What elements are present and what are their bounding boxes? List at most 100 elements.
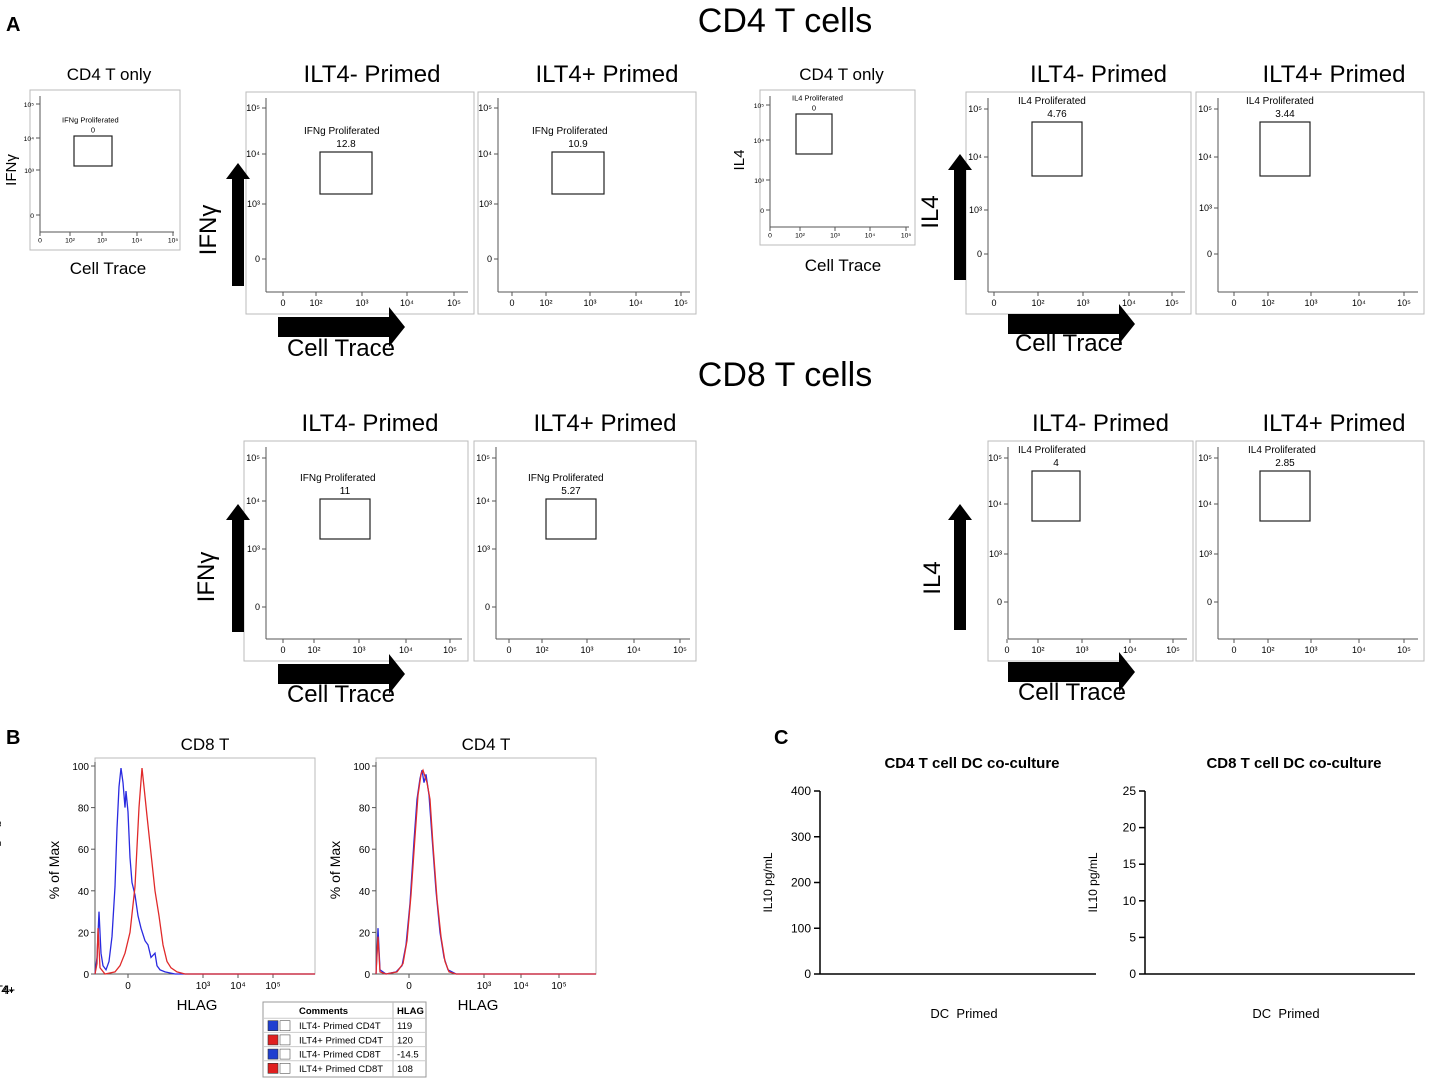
- y-tick-label: 20: [1123, 821, 1137, 835]
- y-tick-label: 10³: [969, 205, 982, 215]
- legend-row-label: ILT4+ Primed CD8T: [299, 1064, 383, 1075]
- gate-label: IL4 Proliferated: [792, 94, 843, 103]
- x-tick-label: 10⁵: [551, 981, 566, 992]
- y-tick-label: 25: [1123, 784, 1137, 798]
- hist-series-line: [94, 768, 315, 975]
- legend-header: HLAG: [397, 1006, 424, 1017]
- x-axis-arrow: [278, 654, 405, 694]
- gate-box: [319, 498, 371, 540]
- x-axis-label: HLAG: [177, 997, 218, 1014]
- gate-label: IL4 Proliferated: [1018, 96, 1086, 107]
- x-tick-label: 10²: [307, 645, 320, 655]
- x-tick-label: 10⁴: [1122, 298, 1136, 308]
- hist-series-line: [94, 768, 315, 975]
- gate-value: 11: [340, 486, 351, 497]
- panel-label-a: A: [6, 14, 20, 36]
- y-axis-label: IFNγ: [195, 205, 222, 256]
- plot-title: ILT4+ Primed: [534, 410, 677, 437]
- x-axis-label: Cell Trace: [1018, 679, 1126, 706]
- y-tick-label: 0: [997, 597, 1002, 607]
- y-axis-label: IFNγ: [3, 154, 20, 186]
- plot-frame: [987, 440, 1194, 662]
- hist-series-line: [375, 768, 596, 975]
- y-tick-label: 10⁵: [478, 103, 492, 113]
- y-tick-label: 10³: [1199, 203, 1212, 213]
- y-tick-label: 0: [255, 602, 260, 612]
- y-axis-label: % of Max: [327, 841, 343, 899]
- bar-title: CD8 T cell DC co-culture: [1206, 755, 1381, 772]
- x-axis-arrow: [1008, 652, 1135, 692]
- plot-title: CD4 T only: [799, 65, 884, 84]
- x-tick-label: 0: [768, 233, 772, 240]
- legend-swatch: [267, 1063, 279, 1074]
- x-axis-label: Cell Trace: [1015, 330, 1123, 357]
- x-tick-label: 10²: [1261, 298, 1274, 308]
- x-tick-label: 0: [406, 981, 412, 992]
- x-tick-label: ILT4+: [0, 983, 15, 997]
- x-tick-label: 10³: [355, 298, 368, 308]
- x-tick-label: 10²: [795, 233, 806, 240]
- y-axis-label: IL10 pg/mL: [1086, 852, 1100, 912]
- y-tick-label: 100: [72, 762, 89, 773]
- y-tick-label: 0: [255, 254, 260, 264]
- x-tick-label: 0: [280, 645, 285, 655]
- x-tick-label: 10⁵: [674, 298, 688, 308]
- x-tick-label: 10²: [1031, 298, 1044, 308]
- y-tick-label: 10⁵: [246, 103, 260, 113]
- y-tick-label: 0: [485, 602, 490, 612]
- y-tick-label: 10⁵: [1198, 104, 1212, 114]
- x-tick-label: 10⁴: [399, 645, 413, 655]
- bar-title: CD4 T cell DC co-culture: [884, 755, 1059, 772]
- x-tick-label: 10⁵: [1166, 645, 1180, 655]
- x-tick-label: 0: [38, 238, 42, 245]
- y-tick-label: 10⁴: [754, 138, 765, 145]
- legend-header: Comments: [299, 1006, 348, 1017]
- x-axis-arrow: [278, 307, 405, 347]
- x-tick-label: 10⁴: [629, 298, 643, 308]
- x-axis-label: Cell Trace: [287, 335, 395, 362]
- plot-title: ILT4- Primed: [304, 61, 441, 88]
- y-tick-label: 10⁴: [1198, 499, 1212, 509]
- y-tick-label: 10³: [479, 199, 492, 209]
- x-tick-label: 10⁴: [627, 645, 641, 655]
- y-tick-label: 0: [83, 970, 89, 981]
- x-tick-label: 10³: [1076, 298, 1089, 308]
- plot-frame: [245, 91, 475, 315]
- y-tick-label: 400: [791, 784, 811, 798]
- x-tick-label: 10⁴: [1352, 645, 1366, 655]
- x-tick-label: 10³: [352, 645, 365, 655]
- x-tick-label: 10³: [580, 645, 593, 655]
- hist-title: CD8 T: [181, 735, 230, 754]
- gate-value: 5.27: [561, 486, 581, 497]
- x-tick-label: 0: [1231, 645, 1236, 655]
- gate-value: 4: [1053, 458, 1059, 469]
- plot-title: ILT4+ Primed: [1263, 61, 1406, 88]
- plot-frame: [473, 440, 697, 662]
- y-tick-label: 10³: [1199, 549, 1212, 559]
- plot-title: ILT4- Primed: [1030, 61, 1167, 88]
- y-axis-arrow: [226, 504, 250, 632]
- y-tick-label: 5: [1129, 930, 1136, 944]
- x-axis-label: DC Primed: [1252, 1006, 1319, 1021]
- y-tick-label: 15: [1123, 857, 1137, 871]
- gate-box: [551, 151, 605, 195]
- gate-label: IL4 Proliferated: [1248, 445, 1316, 456]
- gate-label: IFNg Proliferated: [304, 126, 380, 137]
- heading-cd8: CD8 T cells: [698, 356, 872, 394]
- gate-box: [795, 113, 833, 155]
- x-tick-label: 10⁵: [443, 645, 457, 655]
- y-tick-label: 80: [359, 804, 371, 815]
- y-tick-label: 0: [487, 254, 492, 264]
- y-axis-label: IL10 pg/mL: [761, 852, 775, 912]
- y-axis-label: IL4: [731, 150, 748, 171]
- x-tick-label: 0: [509, 298, 514, 308]
- gate-value: 2.85: [1275, 458, 1295, 469]
- x-tick-label: 10³: [97, 238, 108, 245]
- plot-title: ILT4- Primed: [302, 410, 439, 437]
- y-tick-label: 10⁵: [246, 453, 260, 463]
- gate-label: IL4 Proliferated: [1018, 445, 1086, 456]
- y-axis-label: IL4: [917, 195, 944, 228]
- y-tick-label: 20: [78, 928, 90, 939]
- y-tick-label: 0: [760, 208, 764, 215]
- legend-row-value: -14.5: [397, 1050, 419, 1061]
